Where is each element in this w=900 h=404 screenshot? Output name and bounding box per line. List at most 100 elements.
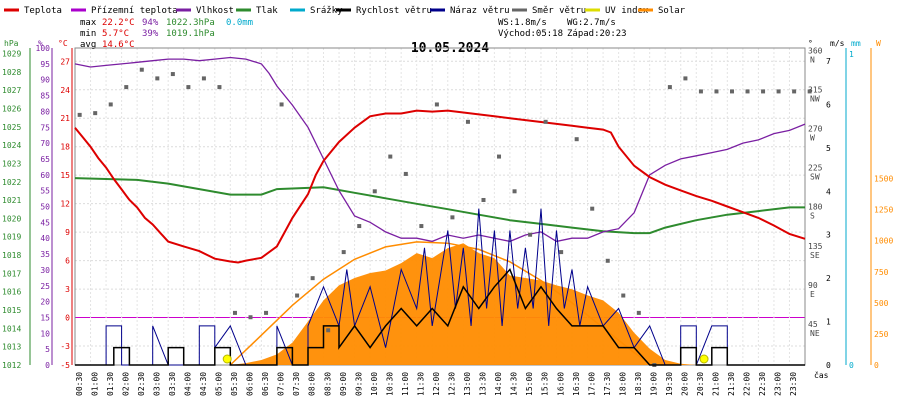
wind-dir-point bbox=[605, 258, 610, 263]
tick-x: 10:00 bbox=[370, 372, 379, 396]
tick-x: 01:30 bbox=[106, 372, 115, 396]
tick-x: 14:30 bbox=[510, 372, 519, 396]
tick-w: 750 bbox=[874, 268, 889, 277]
stat-ws: WS:1.8m/s bbox=[498, 18, 547, 28]
tick-x: 05:00 bbox=[215, 372, 224, 396]
wind-dir-point bbox=[403, 171, 408, 176]
tick-ms: 3 bbox=[826, 231, 831, 240]
tick-dir-name: SW bbox=[810, 173, 820, 182]
tick-x: 15:00 bbox=[525, 372, 534, 396]
wind-dir-point bbox=[497, 154, 502, 159]
tick-dir-name: S bbox=[810, 212, 815, 221]
tick-x: 04:00 bbox=[183, 372, 192, 396]
tick-dir-name: SE bbox=[810, 251, 820, 260]
wind-dir-point bbox=[201, 76, 206, 81]
tick-hpa: 1015 bbox=[2, 306, 21, 315]
tick-pct: 70 bbox=[40, 139, 50, 148]
tick-pct: 80 bbox=[40, 107, 50, 116]
tick-x: 13:30 bbox=[479, 372, 488, 396]
axis-unit-ms: m/s bbox=[830, 39, 845, 48]
stat-max-temp: 22.2°C bbox=[102, 18, 135, 28]
tick-dir-deg: 180 bbox=[808, 203, 823, 212]
tick-hpa: 1018 bbox=[2, 251, 21, 260]
tick-x: 10:30 bbox=[385, 372, 394, 396]
wind-dir-point bbox=[310, 276, 315, 281]
tick-x: 18:00 bbox=[618, 372, 627, 396]
stat-min-hum: 39% bbox=[142, 29, 159, 39]
tick-x: 15:30 bbox=[541, 372, 550, 396]
tick-x: 22:30 bbox=[758, 372, 767, 396]
wind-dir-point bbox=[295, 293, 300, 298]
tick-x: 04:30 bbox=[199, 372, 208, 396]
tick-c: 18 bbox=[60, 143, 70, 152]
stats-panel: max 22.2°C 94% 1022.3hPa 0.0mm min 5.7°C 39% 101… bbox=[80, 18, 627, 50]
tick-pct: 85 bbox=[40, 92, 50, 101]
tick-pct: 25 bbox=[40, 282, 50, 291]
tick-pct: 35 bbox=[40, 250, 50, 259]
stat-max-press: 1022.3hPa bbox=[166, 18, 215, 28]
tick-dir-deg: 45 bbox=[808, 320, 818, 329]
tick-x: 12:30 bbox=[448, 372, 457, 396]
tick-pct: 65 bbox=[40, 155, 50, 164]
uv-point bbox=[222, 354, 232, 364]
tick-dir-deg: 315 bbox=[808, 85, 823, 94]
tick-w: 250 bbox=[874, 330, 889, 339]
tick-pct: 30 bbox=[40, 266, 50, 275]
axes: hPa% °C1029102810271026102510241023102210… bbox=[2, 39, 893, 396]
tick-x: 13:00 bbox=[463, 372, 472, 396]
legend-label: Přízemní teplota bbox=[91, 6, 178, 16]
tick-dir-name: NE bbox=[810, 329, 820, 338]
tick-dir-name: W bbox=[810, 134, 815, 143]
tick-x: 06:30 bbox=[261, 372, 270, 396]
tick-pct: 45 bbox=[40, 218, 50, 227]
tick-x: 09:00 bbox=[339, 372, 348, 396]
tick-c: 12 bbox=[60, 200, 70, 209]
stat-sunrise: Východ:05:18 bbox=[498, 29, 563, 39]
tick-pct: 95 bbox=[40, 60, 50, 69]
tick-pct: 15 bbox=[40, 313, 50, 322]
tick-ms: 6 bbox=[826, 100, 831, 109]
wind-dir-point bbox=[559, 250, 564, 255]
legend-label: Solar bbox=[658, 6, 686, 16]
tick-dir-deg: 360 bbox=[808, 46, 823, 55]
wind-dir-point bbox=[232, 310, 237, 315]
series bbox=[74, 56, 812, 367]
tick-hpa: 1017 bbox=[2, 269, 21, 278]
tick-dir-name: N bbox=[810, 55, 815, 64]
wind-dir-point bbox=[155, 76, 160, 81]
wind-dir-point bbox=[264, 310, 269, 315]
wind-dir-point bbox=[745, 89, 750, 94]
wind-dir-point bbox=[636, 310, 641, 315]
wind-dir-point bbox=[543, 119, 548, 124]
legend-label: Vlhkost bbox=[196, 6, 234, 16]
tick-x: 20:30 bbox=[696, 372, 705, 396]
tick-w: 1500 bbox=[874, 175, 893, 184]
tick-c: 21 bbox=[60, 114, 70, 123]
tick-dir-deg: 90 bbox=[808, 281, 818, 290]
uv-point bbox=[699, 354, 709, 364]
tick-hpa: 1016 bbox=[2, 288, 21, 297]
stat-min-temp: 5.7°C bbox=[102, 29, 129, 39]
tick-hpa: 1029 bbox=[2, 49, 21, 58]
tick-hpa: 1013 bbox=[2, 343, 21, 352]
wind-dir-point bbox=[108, 102, 113, 107]
wind-dir-point bbox=[730, 89, 734, 94]
tick-c: 24 bbox=[60, 86, 70, 95]
wind-dir-point bbox=[326, 328, 331, 333]
tick-dir-name: NW bbox=[810, 94, 820, 103]
tick-x: 17:30 bbox=[603, 372, 612, 396]
tick-x: 23:00 bbox=[774, 372, 783, 396]
stat-avg-label: avg bbox=[80, 40, 96, 50]
series-pressure bbox=[74, 177, 805, 235]
legend-label: Náraz větru bbox=[450, 6, 510, 16]
axis-unit-c: °C bbox=[58, 39, 68, 48]
tick-c: -5 bbox=[60, 361, 70, 370]
wind-dir-point bbox=[93, 111, 98, 116]
tick-dir-deg: 135 bbox=[808, 242, 823, 251]
wind-dir-point bbox=[248, 315, 253, 320]
wind-dir-point bbox=[512, 189, 517, 194]
tick-mm: 0 bbox=[849, 361, 854, 370]
wind-dir-point bbox=[621, 293, 626, 298]
tick-hpa: 1023 bbox=[2, 159, 21, 168]
tick-x: 08:30 bbox=[323, 372, 332, 396]
